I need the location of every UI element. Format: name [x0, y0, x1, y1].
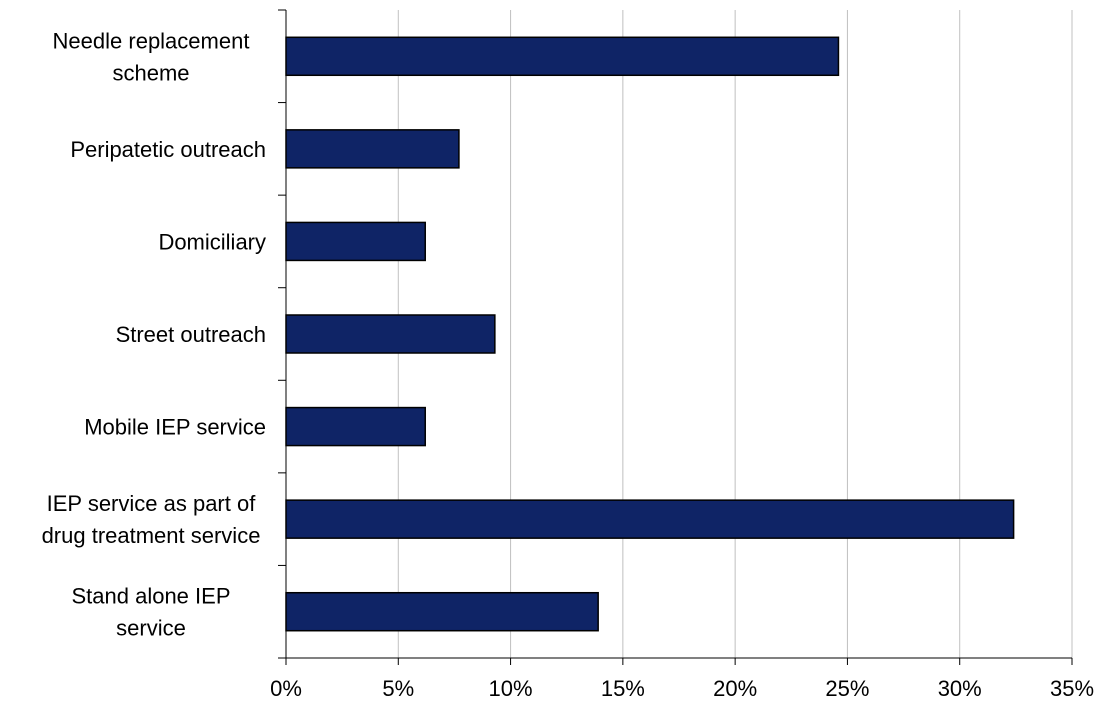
labels: 0% 5% 10% 15% 20% 25% 30% 35% Needle replacement…: [42, 28, 1094, 701]
x-tick-label-2: 10%: [489, 676, 533, 701]
bar-4: [285, 406, 426, 447]
category-label-5-line-0: IEP service as part of: [47, 491, 257, 516]
bar-2: [285, 221, 426, 262]
x-tick-label-1: 5%: [382, 676, 414, 701]
x-tick-label-0: 0%: [270, 676, 302, 701]
category-label-0-line-1: scheme: [112, 60, 189, 85]
bar-1: [285, 129, 460, 169]
category-label-5-line-1: drug treatment service: [42, 523, 261, 548]
category-label-6-line-1: service: [116, 616, 186, 641]
bars: [285, 36, 1015, 632]
category-label-6-line-0: Stand alone IEP: [71, 584, 230, 609]
x-tick-label-4: 20%: [713, 676, 757, 701]
x-tick-label-3: 15%: [601, 676, 645, 701]
category-label-1-line-0: Peripatetic outreach: [70, 137, 266, 162]
bar-3: [285, 314, 496, 354]
x-tick-label-6: 30%: [938, 676, 982, 701]
axes: [278, 9, 1073, 665]
category-label-0-line-0: Needle replacement: [53, 28, 250, 53]
bar-0: [285, 36, 840, 77]
x-tick-label-7: 35%: [1050, 676, 1094, 701]
category-label-2-line-0: Domiciliary: [158, 229, 266, 254]
bar-6: [285, 591, 599, 632]
gridlines: [397, 10, 1073, 658]
x-tick-label-5: 25%: [825, 676, 869, 701]
bar-5: [285, 499, 1015, 539]
category-label-3-line-0: Street outreach: [116, 322, 266, 347]
category-label-4-line-0: Mobile IEP service: [84, 415, 266, 440]
